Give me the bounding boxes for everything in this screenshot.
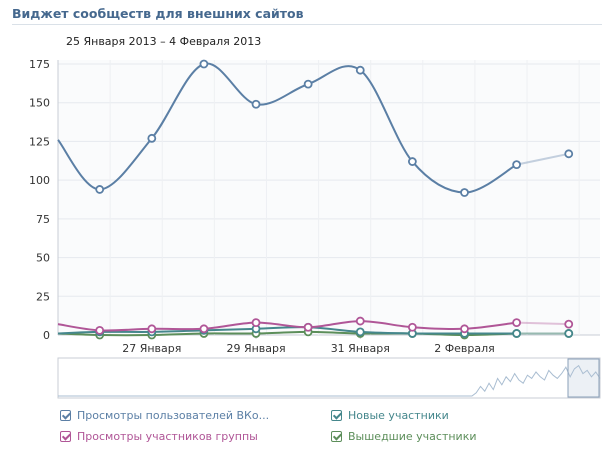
y-tick-label: 175 — [29, 58, 50, 71]
data-point — [407, 157, 417, 166]
data-point — [512, 160, 522, 170]
navigator-selection-handle[interactable] — [567, 358, 600, 398]
y-tick-label: 125 — [29, 135, 50, 148]
series-line — [57, 320, 517, 332]
data-point — [303, 79, 313, 89]
data-point — [512, 329, 522, 338]
data-point — [251, 99, 261, 109]
legend-label: Просмотры участников группы — [77, 430, 258, 443]
data-point — [460, 188, 469, 197]
data-point — [95, 325, 105, 335]
series-line — [57, 326, 517, 335]
y-tick-label: 150 — [29, 97, 50, 110]
line-chart: 0 25 50 75 100 125 150 175 27 Января 29 Января 31 … — [29, 58, 601, 399]
header-divider — [12, 24, 602, 25]
data-point — [251, 318, 261, 328]
data-point — [95, 185, 105, 194]
legend-item-left-members[interactable]: Вышедшие участники — [331, 430, 477, 443]
data-point — [147, 133, 157, 143]
data-point — [564, 329, 574, 338]
series-line — [57, 62, 518, 194]
y-tick-label: 50 — [36, 252, 50, 265]
navigator-frame — [57, 357, 601, 399]
checkbox-icon[interactable] — [331, 410, 342, 421]
x-tick-label: 29 Января — [226, 342, 285, 355]
y-tick-label: 75 — [36, 213, 50, 226]
data-point — [303, 322, 313, 332]
legend-item-group-views[interactable]: Просмотры участников группы — [60, 430, 258, 443]
checkbox-icon[interactable] — [60, 410, 71, 421]
data-point — [355, 316, 365, 326]
plot-area — [58, 60, 600, 335]
legend-item-new-members[interactable]: Новые участники — [331, 409, 449, 422]
widget-title: Виджет сообществ для внешних сайтов — [12, 6, 304, 21]
legend-label: Вышедшие участники — [348, 430, 477, 443]
x-tick-label: 31 Января — [331, 342, 390, 355]
x-tick-label: 2 Февраля — [434, 342, 495, 355]
legend-label: Просмотры пользователей ВКо... — [77, 409, 270, 422]
x-tick-label: 27 Января — [122, 342, 181, 355]
data-point — [199, 324, 209, 334]
data-point — [407, 322, 417, 332]
checkbox-icon[interactable] — [60, 431, 71, 442]
data-point — [564, 149, 574, 159]
legend-item-vk-views[interactable]: Просмотры пользователей ВКо... — [60, 409, 269, 422]
y-tick-label: 100 — [29, 174, 50, 187]
data-point — [355, 327, 365, 337]
legend-label: Новые участники — [348, 409, 449, 422]
data-point — [147, 324, 157, 334]
y-tick-label: 25 — [36, 290, 50, 303]
date-range: 25 Января 2013 – 4 Февраля 2013 — [66, 35, 262, 48]
data-point — [460, 324, 469, 334]
checkbox-icon[interactable] — [331, 431, 342, 442]
data-point — [199, 59, 209, 69]
data-point — [355, 65, 365, 75]
y-tick-label: 0 — [43, 329, 50, 342]
data-point — [512, 318, 522, 328]
data-point — [564, 319, 574, 329]
navigator-line — [58, 364, 601, 397]
